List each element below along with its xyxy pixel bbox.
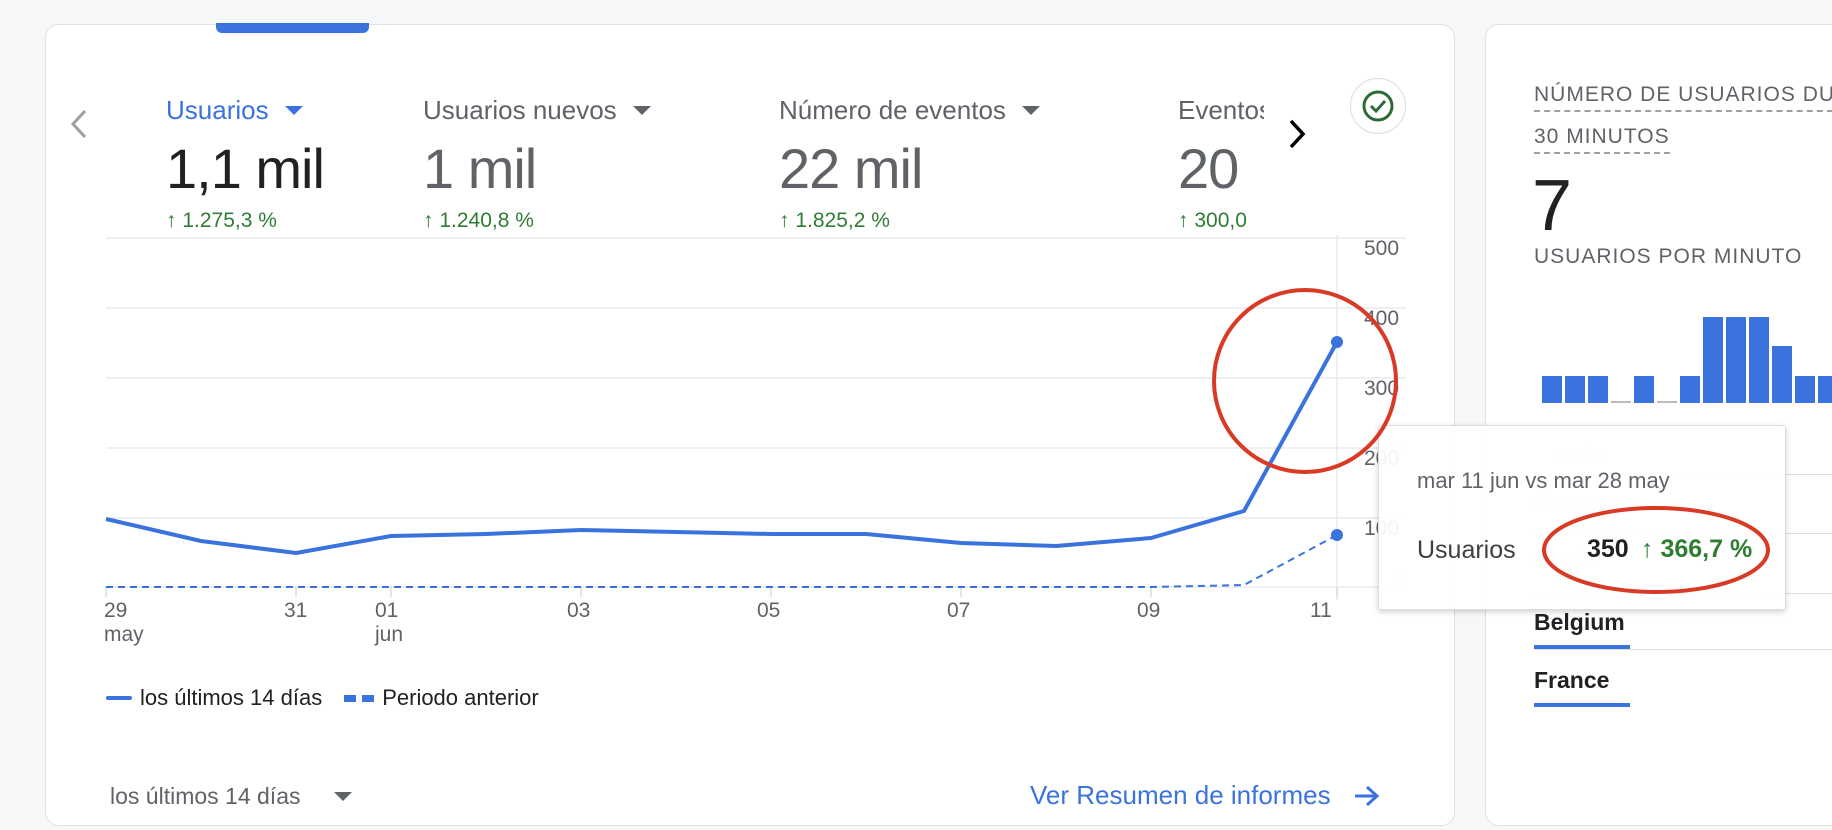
minute-bar[interactable] [1818,376,1832,403]
minute-bar[interactable] [1795,376,1815,403]
users-per-minute-bars [1542,317,1832,403]
metric-usuarios[interactable]: Usuarios 1,1 mil ↑ 1.275,3 % [166,95,325,233]
date-range-label: los últimos 14 días [110,783,301,809]
data-quality-button[interactable] [1350,78,1406,134]
legend-current: los últimos 14 días [140,685,323,710]
arrow-up-icon: ↑ [779,209,790,232]
realtime-value: 7 [1532,166,1573,246]
arrow-up-icon: ↑ [1178,209,1189,232]
x-tick-label: 05 [757,599,781,622]
y-tick-label: 500 [1364,237,1400,260]
date-range-dropdown[interactable]: los últimos 14 días [110,783,353,810]
caret-down-icon [334,792,353,801]
arrow-up-icon: ↑ [1641,535,1654,563]
minute-bar[interactable] [1634,376,1654,403]
y-tick-label: 300 [1364,377,1400,400]
chevron-right-icon [1289,119,1306,149]
dashed-line-icon [344,694,375,702]
summary-card: Usuarios 1,1 mil ↑ 1.275,3 % Usuarios nu… [45,23,1456,826]
chevron-left-icon [70,109,87,139]
arrow-right-icon [1354,785,1379,806]
realtime-title[interactable]: NÚMERO DE USUARIOS DU [1534,83,1832,112]
x-ticks [105,587,1338,597]
metric-change: ↑ 1.825,2 % [779,209,890,232]
caret-down-icon [284,106,303,115]
view-reports-link[interactable]: Ver Resumen de informes [1030,780,1381,811]
minute-bar[interactable] [1565,376,1585,403]
minute-bar[interactable] [1588,376,1608,403]
minute-bar[interactable] [1657,401,1677,403]
x-tick-label: 11 [1310,599,1332,622]
metric-label: Usuarios nuevos [423,95,651,126]
arrow-up-icon: ↑ [423,209,434,232]
gridlines [106,235,1406,600]
realtime-title-line2[interactable]: 30 MINUTOS [1534,125,1670,154]
metric-value: 22 mil [779,137,923,200]
minute-bar[interactable] [1703,317,1723,403]
minute-bar[interactable] [1772,346,1792,403]
series-current-period [105,341,1339,555]
country-row: Belgium [1534,609,1630,649]
arrow-up-icon: ↑ [166,209,177,232]
metric-value: 20 [1178,137,1239,200]
minute-bar[interactable] [1680,376,1700,403]
metric-label: Número de eventos [779,95,1040,126]
legend-previous: Periodo anterior [382,685,539,710]
data-point-current[interactable] [1331,336,1343,348]
country-row: France [1534,667,1630,707]
tooltip-value: 350 [1587,535,1629,563]
tooltip-metric: Usuarios [1417,536,1516,564]
prev-metrics-button[interactable] [68,107,90,147]
x-tick-label: 07 [947,599,971,622]
metric-numero-eventos[interactable]: Número de eventos 22 mil ↑ 1.825,2 % [779,95,1040,233]
check-circle-icon [1362,90,1394,122]
next-metrics-button[interactable] [1286,117,1308,157]
users-per-minute-label: USUARIOS POR MINUTO [1534,245,1803,268]
x-tick-label: 01 jun [375,599,404,647]
x-tick-label: 29 may [104,599,144,647]
divider [1534,649,1832,650]
minute-bar[interactable] [1749,317,1769,403]
solid-line-icon [106,696,132,700]
x-tick-label: 03 [567,599,591,622]
metric-usuarios-nuevos[interactable]: Usuarios nuevos 1 mil ↑ 1.240,8 % [423,95,651,233]
y-tick-label: 400 [1364,307,1400,330]
metric-change: ↑ 300,0 [1178,209,1247,232]
metric-value: 1 mil [423,137,537,200]
caret-down-icon [1021,106,1040,115]
tooltip-date: mar 11 jun vs mar 28 may [1417,468,1670,493]
minute-bar[interactable] [1542,376,1562,403]
caret-down-icon [632,106,651,115]
tooltip-change: ↑ 366,7 % [1641,535,1753,563]
metric-change: ↑ 1.275,3 % [166,209,277,232]
metric-change: ↑ 1.240,8 % [423,209,534,232]
line-chart[interactable] [46,25,1456,665]
series-previous-period [106,534,1338,588]
x-tick-label: 31 [284,599,308,622]
metric-value: 1,1 mil [166,137,325,200]
chart-tooltip: mar 11 jun vs mar 28 may Usuarios 350 ↑ … [1378,425,1786,610]
metric-label: Usuarios [166,95,324,126]
x-tick-label: 09 [1137,599,1161,622]
data-point-previous[interactable] [1331,529,1343,541]
minute-bar[interactable] [1611,401,1631,403]
metric-eventos[interactable]: Eventos 20 ↑ 300,0 [1178,95,1264,233]
chart-legend: los últimos 14 días Periodo anterior [106,685,539,711]
view-reports-label: Ver Resumen de informes [1030,780,1331,810]
metric-label: Eventos [1178,95,1264,125]
minute-bar[interactable] [1726,317,1746,403]
active-tab-indicator [216,23,369,33]
